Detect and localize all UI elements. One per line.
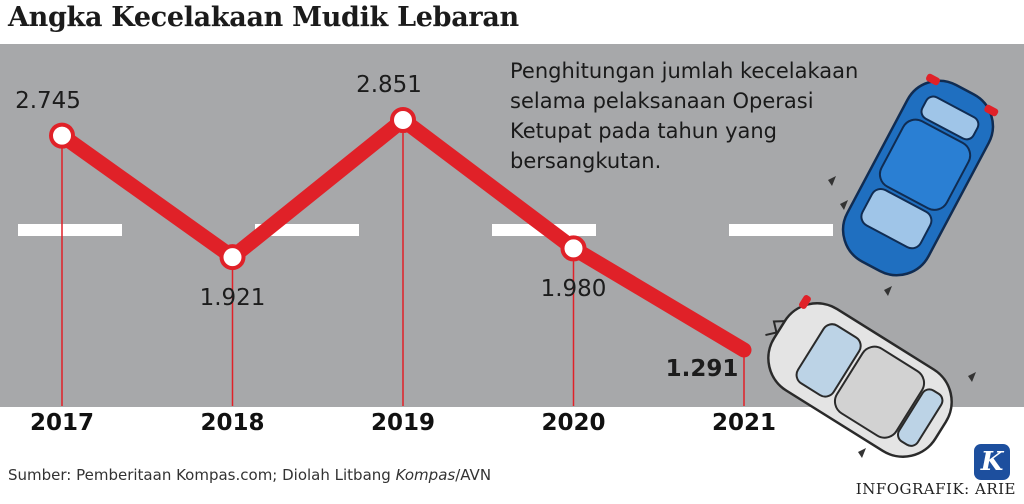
data-label: 2.745 bbox=[15, 87, 81, 114]
source-prefix: Sumber: Pemberitaan Kompas.com; Diolah L… bbox=[8, 466, 396, 484]
x-tick-label: 2020 bbox=[541, 410, 606, 436]
data-points bbox=[49, 107, 587, 271]
data-point bbox=[219, 244, 246, 271]
data-label: 2.851 bbox=[356, 72, 422, 98]
source-note: Sumber: Pemberitaan Kompas.com; Diolah L… bbox=[8, 466, 491, 484]
data-label: 1.921 bbox=[199, 285, 266, 312]
kompas-logo: K bbox=[974, 444, 1010, 480]
source-suffix: /AVN bbox=[455, 466, 492, 484]
x-tick-label: 2017 bbox=[29, 410, 95, 436]
white-car-illustration bbox=[765, 295, 953, 458]
x-tick-label: 2018 bbox=[200, 410, 265, 436]
blue-car-illustration bbox=[841, 73, 999, 277]
lane-markings bbox=[18, 224, 833, 236]
lane-dash bbox=[729, 224, 833, 236]
data-point bbox=[49, 122, 75, 149]
x-tick-label: 2021 bbox=[711, 410, 777, 436]
x-tick-label: 2019 bbox=[370, 410, 436, 436]
drop-lines bbox=[61, 120, 745, 406]
crash-debris bbox=[828, 176, 976, 458]
lane-dash bbox=[18, 224, 122, 236]
chart-title: Angka Kecelakaan Mudik Lebaran bbox=[8, 2, 519, 33]
data-label: 1.291 bbox=[665, 356, 739, 382]
infographic-credit: INFOGRAFIK: ARIE bbox=[855, 480, 1016, 498]
data-label: 1.980 bbox=[540, 276, 607, 303]
chart-note: Penghitungan jumlah kecelakaan selama pe… bbox=[510, 59, 859, 173]
source-italic: Kompas bbox=[395, 466, 456, 484]
data-point bbox=[560, 235, 587, 262]
data-point bbox=[390, 107, 416, 133]
